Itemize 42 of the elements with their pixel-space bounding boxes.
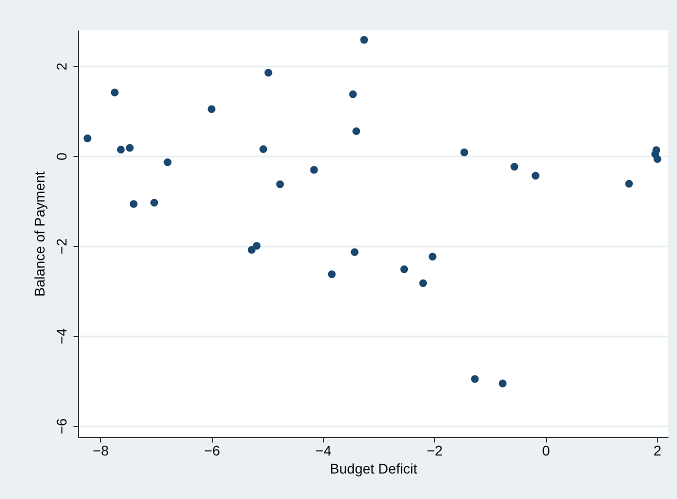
point — [130, 200, 138, 208]
point — [428, 252, 436, 261]
point — [116, 146, 125, 154]
point — [470, 375, 479, 383]
x-axis-title: Budget Deficit — [330, 460, 418, 476]
point — [164, 158, 172, 166]
point — [248, 246, 256, 254]
point — [350, 248, 359, 256]
y-tick-label: −2 — [54, 238, 70, 254]
point — [126, 144, 134, 152]
point — [259, 145, 268, 154]
point — [310, 166, 318, 174]
point — [400, 265, 408, 274]
x-tick-label: 0 — [542, 442, 550, 458]
point — [208, 105, 216, 114]
point — [625, 180, 633, 188]
x-tick-label: −4 — [315, 442, 332, 458]
y-tick-label: 2 — [54, 62, 70, 70]
y-tick-label: 0 — [54, 152, 70, 160]
y-tick-label: −4 — [54, 328, 70, 344]
point — [460, 148, 468, 156]
point — [498, 380, 507, 388]
point — [110, 88, 119, 96]
point — [349, 90, 357, 98]
x-tick-label: 2 — [653, 442, 662, 458]
point — [532, 172, 540, 180]
point — [419, 279, 427, 288]
point — [150, 198, 158, 207]
point — [654, 155, 662, 163]
x-tick-label: −6 — [204, 442, 220, 458]
point — [360, 36, 368, 44]
point — [264, 68, 272, 77]
point — [328, 270, 336, 278]
point — [84, 134, 92, 142]
point — [510, 162, 518, 171]
point — [276, 180, 284, 188]
y-axis-title: Balance of Payment — [32, 171, 48, 297]
y-tick-label: −6 — [54, 418, 70, 434]
x-tick-label: −8 — [92, 442, 109, 458]
x-tick-label: −2 — [426, 442, 443, 458]
point — [252, 242, 261, 250]
point — [352, 127, 360, 136]
